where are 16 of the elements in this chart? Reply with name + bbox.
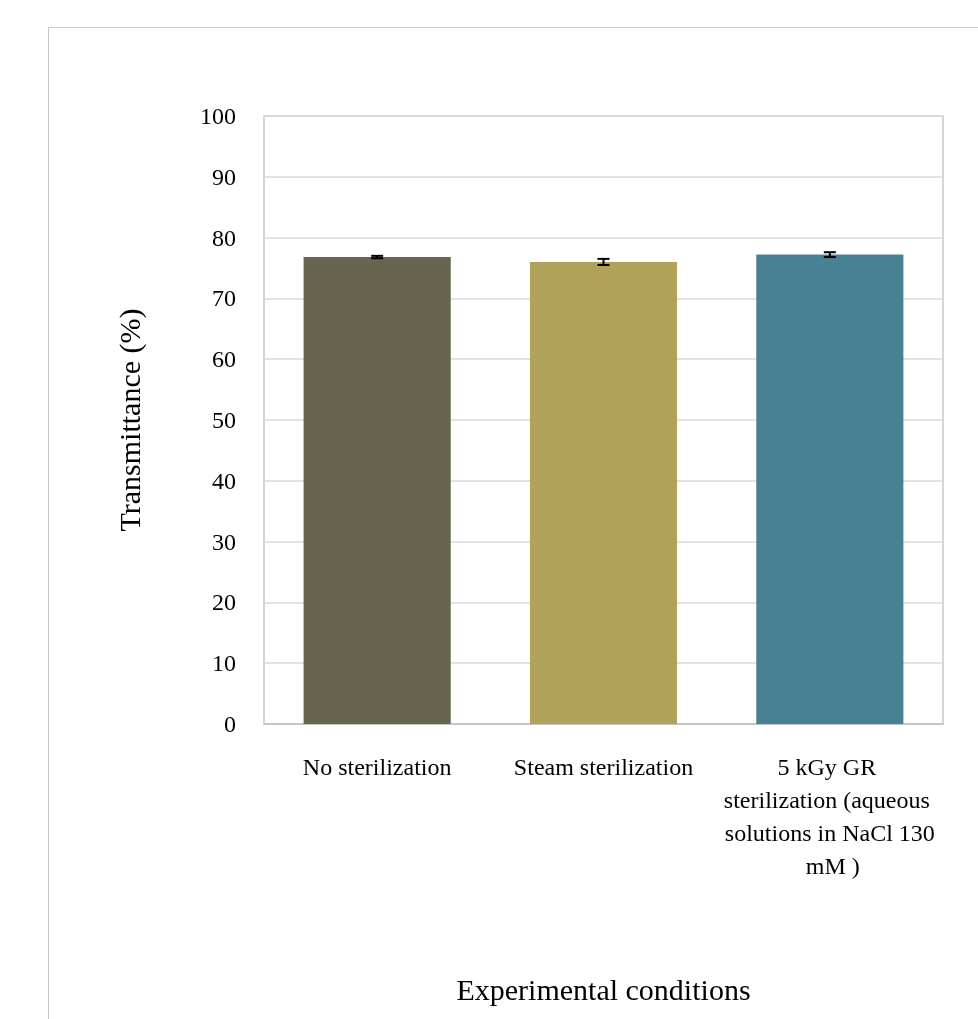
y-tick-label: 100 (200, 103, 236, 129)
y-tick-label: 90 (212, 163, 236, 190)
x-axis-title: Experimental conditions (456, 972, 751, 1006)
y-tick-label: 30 (212, 528, 236, 555)
x-tick-label: 5 kGy GR sterilization (aqueous solutions in NaCl 130 mM ) (723, 753, 936, 879)
x-tick-label: No sterilization (302, 753, 452, 780)
y-tick-label: 50 (212, 407, 236, 433)
y-tick-label: 70 (212, 285, 236, 312)
y-tick-label: 0 (224, 711, 236, 737)
y-tick-label: 80 (212, 224, 236, 251)
y-tick-label: 40 (212, 467, 236, 494)
y-tick-label: 20 (212, 589, 236, 616)
y-tick-label: 10 (212, 650, 236, 677)
y-axis-title: Transmittance (%) (112, 308, 147, 532)
y-tick-label: 60 (212, 346, 236, 373)
x-tick-label: Steam sterilization (513, 753, 694, 780)
